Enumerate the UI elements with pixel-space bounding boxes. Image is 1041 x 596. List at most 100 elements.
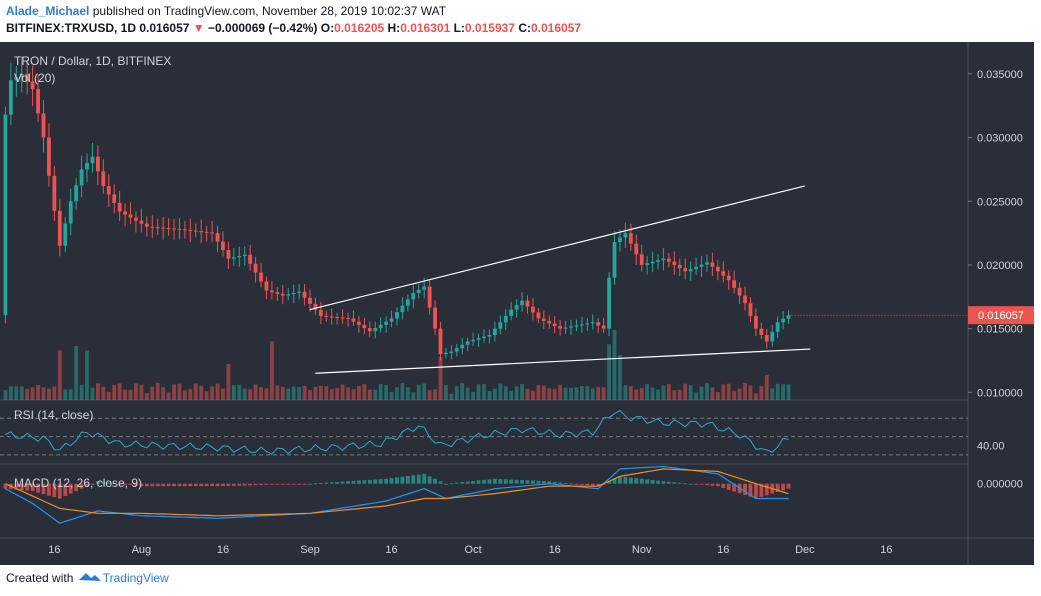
candle-body (482, 336, 486, 339)
trendline-lower (315, 348, 811, 374)
down-arrow-icon: ▼ (192, 21, 205, 35)
author-link[interactable]: Alade_Michael (6, 4, 90, 18)
candle-body (106, 185, 111, 195)
macd-histogram-bar (726, 483, 731, 490)
volume-bar (52, 386, 57, 400)
volume-bar (373, 389, 378, 400)
volume-bar (726, 383, 731, 400)
macd-histogram-bar (650, 480, 655, 484)
volume-bar (215, 383, 220, 400)
macd-histogram-bar (340, 481, 345, 484)
volume-bar (313, 386, 318, 400)
time-tick-label: Dec (795, 544, 815, 556)
macd-histogram-bar (210, 483, 214, 487)
macd-histogram-bar (177, 483, 182, 487)
volume-bar (204, 391, 209, 400)
macd-histogram-bar (683, 483, 688, 485)
volume-bar (14, 386, 19, 400)
volume-bar (346, 387, 350, 400)
macd-histogram-bar (590, 483, 595, 486)
candle-body (444, 352, 448, 355)
macd-histogram-bar (531, 480, 535, 484)
volume-bar (95, 383, 100, 400)
volume-bar (405, 387, 410, 400)
macd-histogram-bar (215, 483, 220, 487)
candle-body (454, 348, 459, 352)
candle-body (378, 324, 383, 329)
macd-histogram-bar (509, 479, 514, 484)
candle-body (3, 114, 8, 316)
candle-body (14, 77, 19, 81)
volume-bar (732, 390, 737, 400)
volume-bar (460, 382, 465, 400)
volume-bar (514, 386, 519, 400)
symbol-ohlc-line: BITFINEX:TRXUSD, 1D 0.016057 ▼ −0.000069… (6, 21, 581, 35)
price-tick-label: 0.020000 (977, 260, 1023, 272)
candle-body (63, 223, 68, 246)
volume-bar (101, 386, 106, 400)
macd-histogram-bar (677, 482, 682, 484)
macd-histogram-bar (645, 479, 650, 484)
candle-body (182, 229, 187, 231)
candle-body (775, 322, 780, 332)
macd-histogram-bar (471, 480, 476, 484)
macd-histogram-bar (514, 479, 519, 484)
volume-bar (248, 389, 253, 400)
candle-body (726, 275, 731, 281)
volume-bar (775, 383, 780, 400)
volume-bar (318, 385, 323, 400)
candle-body (656, 260, 660, 262)
volume-bar (264, 388, 269, 400)
candle-body (166, 228, 171, 230)
candle-body (101, 171, 106, 186)
macd-histogram-bar (672, 482, 677, 484)
candle-body (770, 331, 775, 342)
macd-histogram-bar (384, 478, 389, 484)
macd-histogram-bar (444, 483, 448, 485)
candle-body (405, 299, 410, 306)
macd-histogram-bar (438, 481, 443, 484)
candle-body (465, 341, 470, 345)
macd-histogram-bar (362, 480, 367, 484)
candle-body (389, 318, 394, 322)
macd-histogram-bar (661, 481, 666, 484)
volume-bar (438, 356, 443, 400)
macd-histogram-bar (123, 483, 127, 485)
chart-canvas[interactable]: 40.00 0.000000 0.0350000.0300000.0250000… (0, 42, 1041, 568)
macd-histogram-bar (14, 483, 19, 490)
macd-histogram-bar (237, 483, 242, 486)
macd-histogram-bar (699, 483, 704, 485)
candle-body (514, 305, 519, 310)
candle-body (471, 339, 476, 342)
volume-bar (329, 389, 334, 400)
tradingview-link[interactable]: TradingView (102, 571, 169, 585)
price-tick-label: 0.035000 (977, 69, 1023, 81)
candle-body (672, 261, 677, 265)
time-tick-label: 16 (549, 544, 561, 556)
macd-pane: 0.000000 (3, 465, 1023, 524)
macd-histogram-bar (688, 483, 693, 485)
footer: Created with TradingView (6, 570, 169, 585)
candle-body (215, 233, 220, 242)
price-tick-label: 0.025000 (977, 196, 1023, 208)
volume-bar (106, 391, 111, 400)
candle-body (150, 226, 155, 228)
time-tick-label: Aug (132, 544, 152, 556)
candle-body (574, 325, 579, 327)
candle-body (786, 315, 791, 319)
macd-tick-label: 0.000000 (977, 479, 1023, 491)
volume-bar (30, 387, 35, 400)
candle-body (231, 257, 236, 259)
candle-body (19, 73, 24, 78)
candle-body (144, 223, 149, 227)
open-label: O: (320, 21, 335, 35)
macd-histogram-bar (57, 483, 62, 499)
candle-body (362, 324, 367, 329)
candle-body (318, 309, 323, 316)
candle-body (90, 156, 95, 164)
candle-body (705, 262, 709, 265)
volume-bar (743, 383, 747, 400)
macd-histogram-bar (226, 483, 231, 486)
candle-body (520, 300, 524, 306)
signal-line (5, 468, 789, 517)
